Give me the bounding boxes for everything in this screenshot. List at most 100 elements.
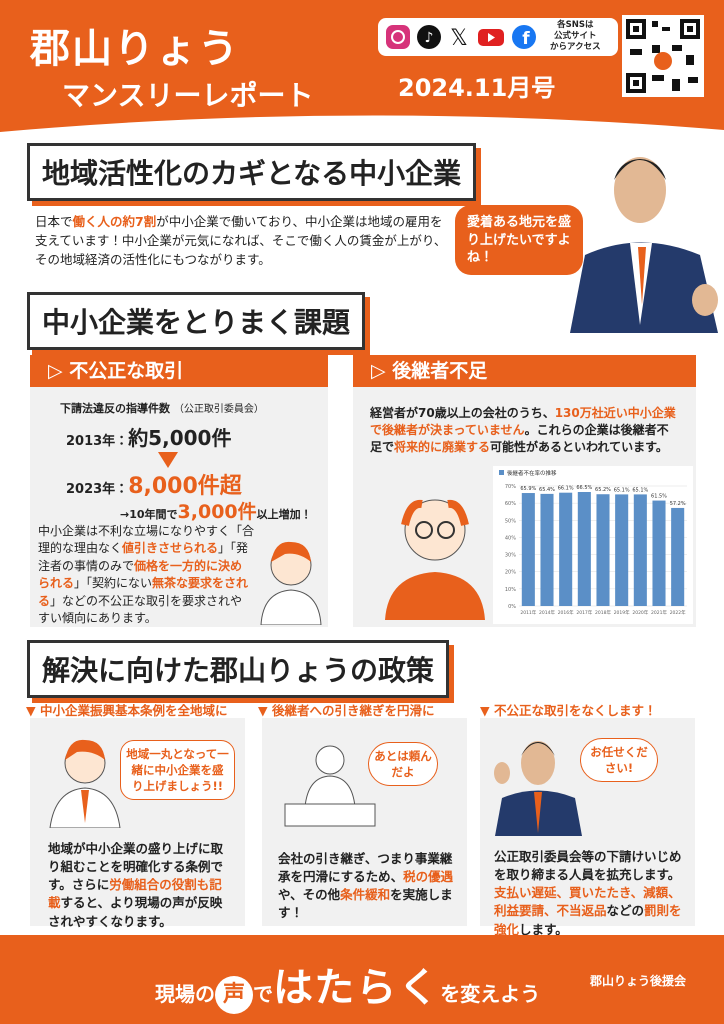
down-arrow <box>158 452 178 468</box>
slogan-voice: 声 <box>215 976 253 1014</box>
stat-row: 2023年：8,000件超 <box>66 468 242 500</box>
x-tick-label: 2014年 <box>539 609 555 616</box>
slogan-text: を変えよう <box>440 982 541 1006</box>
footer <box>0 935 724 1024</box>
organization: 郡山りょう後援会 <box>590 974 687 988</box>
body-text: などの <box>606 903 645 919</box>
highlight-text: 130万社近い中小企業で後継者が決まっていません <box>370 406 676 437</box>
x-tick-label: 2018年 <box>595 609 611 616</box>
body-text: 中小企業は不利な立場になりやすく「合理的な理由なく <box>38 524 255 556</box>
highlight-text: 価格を一方的に決められる <box>38 558 243 591</box>
speech-bubble: 地域一丸となって一緒に中小企業を盛り上げましょう!! <box>120 740 235 800</box>
sns-icons[interactable]: ♪ 𝕏 f <box>384 24 544 50</box>
increase-value: 3,000件 <box>177 501 257 523</box>
y-tick-label: 0% <box>508 604 516 610</box>
increase-text: →10年間で <box>120 508 178 521</box>
y-tick-label: 30% <box>505 553 516 559</box>
slogan-text: 現場の <box>155 982 215 1006</box>
body-text: 日本で <box>35 214 73 229</box>
bar <box>540 493 554 606</box>
stat-value: 約5,000件 <box>128 426 232 450</box>
body-text: します。 <box>519 921 568 937</box>
stat-source: （公正取引委員会） <box>173 404 264 415</box>
card-title: 後継者不足 <box>392 360 488 382</box>
x-tick-label: 2019年 <box>614 609 630 616</box>
increase-text: 以上増加！ <box>256 508 312 521</box>
section-heading: 中小企業をとりまく課題 <box>27 292 366 350</box>
qr-code[interactable] <box>622 15 704 97</box>
card-text: 経営者が70歳以上の会社のうち、130万社近い中小企業で後継者が決まっていません… <box>370 405 680 455</box>
body-text: や、その他 <box>278 887 341 903</box>
issue: 2024.11月号 <box>398 74 556 102</box>
legend-swatch <box>499 470 504 475</box>
subtitle: マンスリーレポート <box>62 79 314 112</box>
policy-text: 公正取引委員会等の下請けいじめを取り締まる人員を拡充します。支払い遅延、買いたた… <box>494 848 684 939</box>
y-tick-label: 40% <box>505 535 516 541</box>
policy-title-text: 中小企業振興基本条例を全地域に <box>39 703 228 718</box>
highlight-text: 支払い遅延、買いたたき、減額、利益要請、不当返品 <box>494 885 681 919</box>
body-text: 地域が中小企業の盛り上げに取り組むことを明確化する条例です。さらに <box>48 841 224 893</box>
body-text: を実施します！ <box>278 887 453 921</box>
sns-note-line: 各SNSは <box>557 20 594 30</box>
value-label: 65.1% <box>614 487 630 493</box>
section-heading: 地域活性化のカギとなる中小企業 <box>27 143 477 201</box>
stat-year: 2013年： <box>66 434 129 449</box>
x-tick-label: 2020年 <box>632 609 648 616</box>
highlight-text: 税の優遇 <box>403 869 454 885</box>
highlight-text: 値引きさせられる <box>122 541 219 556</box>
svg-text:𝕏: 𝕏 <box>450 26 468 50</box>
y-tick-label: 70% <box>505 484 516 490</box>
highlight-text: 条件緩和 <box>340 887 391 903</box>
x-tick-label: 2022年 <box>670 609 686 616</box>
card-heading: ▷ 不公正な取引 <box>30 355 328 387</box>
value-label: 65.9% <box>520 486 536 492</box>
section-heading: 解決に向けた郡山りょうの政策 <box>27 640 450 698</box>
highlight-text: 将来的に廃業する <box>394 439 491 454</box>
illustration-desk <box>284 745 376 827</box>
issue-card: ▷ 不公正な取引 <box>30 355 328 627</box>
illustration-worker <box>49 739 121 828</box>
bar <box>596 494 610 606</box>
body-text: 。これらの企業は後継者不足で <box>370 422 669 454</box>
slogan-work: はたらく <box>273 965 441 1011</box>
policy-text: 地域が中小企業の盛り上げに取り組むことを明確化する条例です。さらに労働組合の役割… <box>48 840 233 931</box>
body-text: 」「発注者の事情のみで <box>38 541 249 573</box>
highlight-text: 無茶な要求をされる <box>38 576 249 608</box>
bar <box>615 494 629 606</box>
stat-title-text: 下請法違反の指導件数 <box>60 402 170 415</box>
stat-year: 2023年： <box>66 482 129 497</box>
candidate-photo <box>494 741 582 836</box>
illustration-elder <box>385 499 485 620</box>
policy-title-text: 後継者への引き継ぎを円滑に <box>271 703 435 718</box>
y-tick-label: 50% <box>505 518 516 524</box>
bar <box>652 500 666 606</box>
svg-text:f: f <box>522 29 530 49</box>
stat-value: 8,000件超 <box>128 474 242 499</box>
card-heading: ▷ 後継者不足 <box>353 355 696 387</box>
highlight-text: 労働組合の役割も記載 <box>48 877 222 911</box>
stat-increase: →10年間で3,000件以上増加！ <box>120 497 312 524</box>
policy-title: ▼ 中小企業振興基本条例を全地域に <box>26 703 228 718</box>
y-tick-label: 20% <box>505 570 516 576</box>
stat-title: 下請法違反の指導件数 （公正取引委員会） <box>60 400 264 416</box>
sns-note-line: 公式サイト <box>554 31 597 41</box>
sns-note-line: からアクセス <box>550 42 601 52</box>
title: 郡山りょう <box>30 26 240 72</box>
body-text: が中小企業で働いており、中小企業は地域の雇用を支えています！中小企業が元気になれ… <box>35 214 447 267</box>
policy-title: ▼ 後継者への引き継ぎを円滑に <box>258 703 435 718</box>
value-label: 65.2% <box>595 487 611 493</box>
value-label: 61.5% <box>651 494 667 500</box>
speech-bubble: 愛着ある地元を盛り上げたいですよね！ <box>455 205 583 275</box>
candidate-photo <box>570 157 718 333</box>
value-label: 66.1% <box>558 486 574 492</box>
x-tick-label: 2021年 <box>651 609 667 616</box>
svg-text:♪: ♪ <box>425 30 434 46</box>
bar <box>559 492 573 606</box>
sns-bar: ♪ 𝕏 f 各SNSは 公式サイト からアクセス <box>378 18 618 56</box>
bar <box>633 494 647 606</box>
stat-row: 2013年：約5,000件 <box>66 422 231 451</box>
value-label: 57.2% <box>670 501 686 507</box>
chart: 後継者不在率の推移 0% 10% 20% 30% 40% 50% 60% 70% 65.9% 201… <box>493 466 693 624</box>
value-label: 65.4% <box>539 487 555 493</box>
